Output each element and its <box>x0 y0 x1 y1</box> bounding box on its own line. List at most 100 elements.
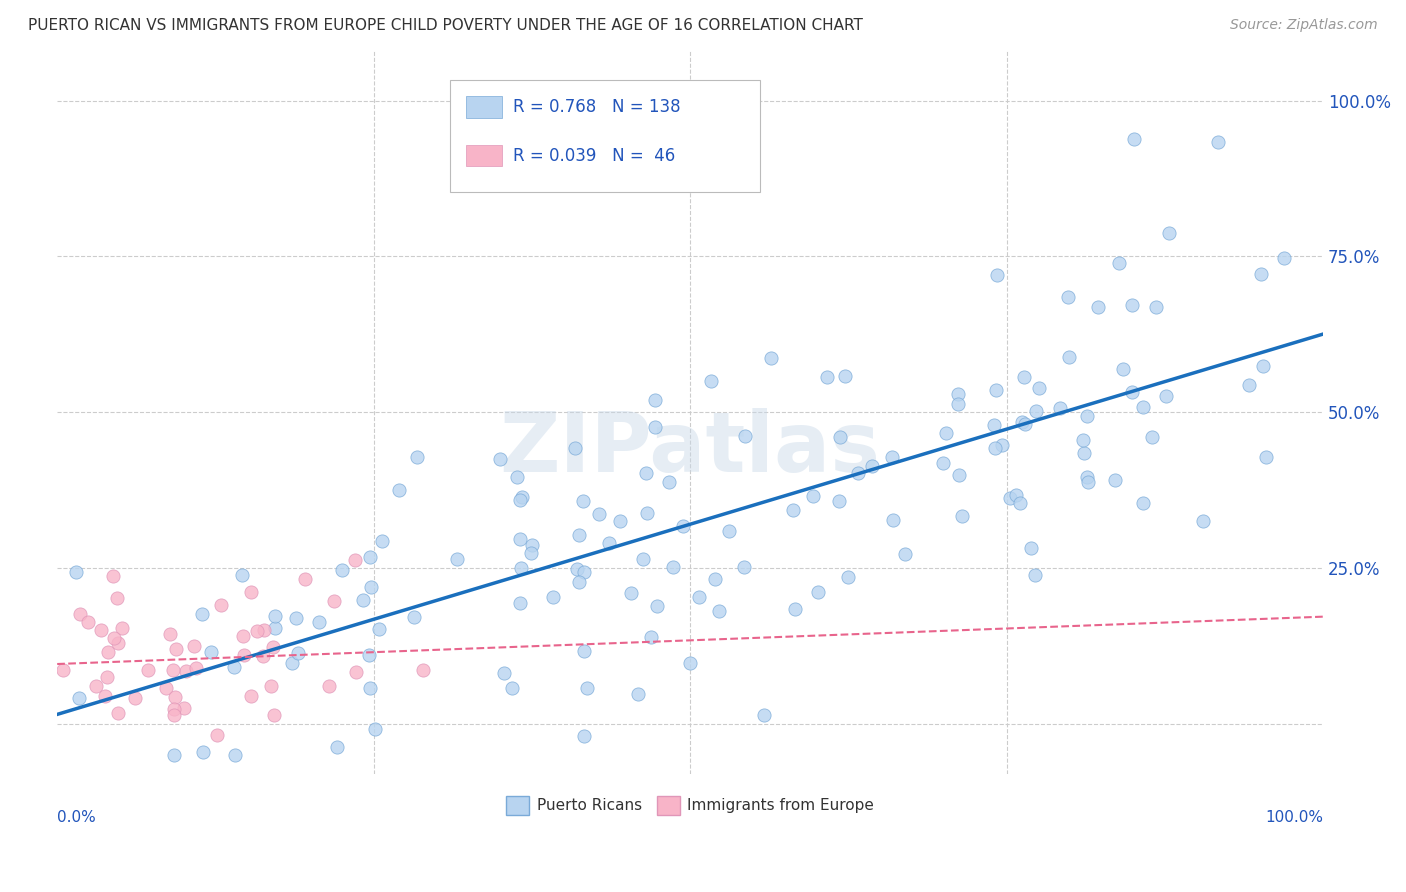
Point <box>1019 541 1042 555</box>
Point <box>183 639 205 653</box>
Point <box>1122 132 1144 146</box>
Point <box>69 607 91 622</box>
Point <box>609 514 631 528</box>
Point <box>163 702 186 716</box>
Point <box>1251 359 1274 373</box>
Point <box>162 748 184 763</box>
Point <box>1012 370 1035 384</box>
Point <box>69 691 91 706</box>
Point <box>360 581 382 595</box>
Point <box>986 268 1008 282</box>
Point <box>882 450 904 465</box>
Point <box>1144 301 1167 315</box>
Point <box>231 567 253 582</box>
Point <box>285 611 308 625</box>
Point <box>240 690 263 704</box>
Point <box>576 681 599 695</box>
Point <box>935 425 957 440</box>
Point <box>998 491 1021 506</box>
Point <box>107 706 129 721</box>
Text: Source: ZipAtlas.com: Source: ZipAtlas.com <box>1230 18 1378 32</box>
Point <box>325 739 347 754</box>
Point <box>446 552 468 566</box>
Point <box>986 383 1008 397</box>
Point <box>509 532 531 546</box>
Point <box>1011 415 1033 429</box>
Point <box>718 524 741 538</box>
Point <box>1132 496 1154 510</box>
Point <box>588 507 610 521</box>
Point <box>541 591 564 605</box>
Point <box>688 590 710 604</box>
Point <box>948 397 970 411</box>
Point <box>318 679 340 693</box>
Point <box>344 665 367 679</box>
Point <box>191 745 214 759</box>
Point <box>1087 300 1109 314</box>
Point <box>159 627 181 641</box>
Text: R = 0.768   N = 138: R = 0.768 N = 138 <box>513 98 681 116</box>
Point <box>801 489 824 503</box>
Point <box>191 607 214 621</box>
Point <box>950 509 973 524</box>
FancyBboxPatch shape <box>465 96 502 118</box>
Point <box>807 585 830 599</box>
Point <box>1132 400 1154 414</box>
Point <box>1025 404 1047 418</box>
Point <box>830 430 852 444</box>
Point <box>367 623 389 637</box>
Point <box>1256 450 1278 464</box>
Point <box>506 469 529 483</box>
Point <box>263 708 285 723</box>
Text: 100.0%: 100.0% <box>1265 810 1323 825</box>
Point <box>253 624 276 638</box>
Point <box>510 490 533 504</box>
Point <box>510 561 533 575</box>
Point <box>627 687 650 701</box>
Point <box>260 679 283 693</box>
Point <box>224 748 246 763</box>
Point <box>387 483 409 497</box>
Point <box>783 602 806 616</box>
Point <box>107 636 129 650</box>
Point <box>364 722 387 736</box>
Point <box>644 420 666 434</box>
Point <box>672 519 695 533</box>
Point <box>501 681 523 695</box>
Point <box>76 615 98 629</box>
Point <box>232 648 254 662</box>
Point <box>371 533 394 548</box>
Point <box>103 631 125 645</box>
Point <box>761 351 783 365</box>
Text: R = 0.039   N =  46: R = 0.039 N = 46 <box>513 146 675 165</box>
Point <box>636 466 658 480</box>
Point <box>492 666 515 681</box>
Point <box>509 493 531 508</box>
Point <box>1104 473 1126 487</box>
Point <box>1073 446 1095 460</box>
Point <box>1154 389 1177 403</box>
Point <box>294 572 316 586</box>
Point <box>136 663 159 677</box>
Point <box>1024 567 1046 582</box>
Point <box>1121 298 1143 312</box>
Point <box>837 570 859 584</box>
Point <box>323 593 346 607</box>
Point <box>330 563 353 577</box>
Point <box>846 466 869 480</box>
Point <box>90 624 112 638</box>
Point <box>983 417 1005 432</box>
Point <box>352 593 374 607</box>
FancyBboxPatch shape <box>450 79 759 192</box>
Point <box>1192 515 1215 529</box>
Point <box>1076 470 1098 484</box>
Point <box>200 645 222 659</box>
Point <box>263 621 285 635</box>
Point <box>1140 429 1163 443</box>
Point <box>1250 267 1272 281</box>
Point <box>620 585 643 599</box>
Point <box>509 596 531 610</box>
Point <box>882 513 904 527</box>
Point <box>287 646 309 660</box>
Point <box>704 572 727 586</box>
